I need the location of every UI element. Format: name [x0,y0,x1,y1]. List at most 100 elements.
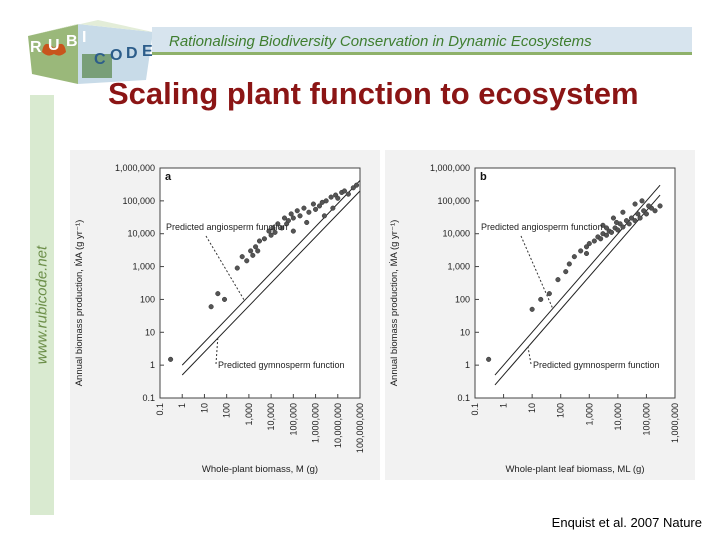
chart-b-data-point [613,219,620,226]
logo-cube-top-face [28,20,153,36]
chart-a-annotation-gymnosperm-pointer [215,338,219,365]
chart-b-x-tick-label: 10 [527,403,537,413]
chart-a-data-point [279,225,285,231]
chart-b-data-point [600,222,606,228]
chart-b-x-tick-label: 1,000 [584,403,594,426]
chart-a-data-point [270,225,276,231]
chart-a-data-point [288,211,294,217]
chart-b-x-tick-label: 100,000 [641,403,651,436]
chart-a-data-point [304,219,310,226]
chart-b-data-point [603,232,610,238]
chart-a-data-point [290,215,296,221]
chart-a-data-point [268,232,274,238]
chart-b-y-tick-label: 10 [460,327,470,337]
chart-b-data-point [610,215,616,221]
sidebar-band [30,95,54,515]
chart-a-data-point [275,221,281,227]
chart-a-x-tick-label: 1,000,000 [311,403,321,443]
logo-letter-i: I [82,29,86,46]
chart-b-data-point [626,221,632,227]
chart-a-data-point [294,208,300,214]
chart-a-data-point [290,228,296,234]
chart-b-y-axis-label: Annual biomass production, ṀA (g yr⁻¹) [389,220,400,387]
chart-b-data-point [657,203,663,209]
chart-a-data-point [248,248,254,254]
chart-a-y-tick-label: 1,000,000 [115,163,155,173]
chart-a-x-tick-label: 10,000 [266,403,276,431]
chart-a-x-tick-label: 10,000,000 [333,403,343,448]
chart-b-data-point [637,215,643,221]
citation: Enquist et al. 2007 Nature [551,515,702,530]
chart-b-data-point [586,241,592,247]
chart-b-x-tick-label: 0.1 [470,403,480,416]
chart-a-annotation-angiosperm-pointer [205,235,245,301]
chart-b-x-tick-label: 1,000,000 [670,403,680,443]
chart-a-data-point [215,291,221,297]
chart-b-data-point [608,229,615,235]
chart-b-data-point [486,356,492,362]
chart-b-y-tick-label: 100,000 [437,196,470,206]
chart-a-data-point [316,203,323,209]
chart-b-gymnosperm-prediction-line [494,194,661,386]
chart-b-data-point [566,261,572,267]
chart-a-panel-label: a [165,171,172,183]
chart-b-data-point [591,238,597,244]
logo-letter-r: R [30,39,42,56]
chart-b-data-point [641,208,647,214]
chart-b-y-tick-label: 1,000,000 [430,163,470,173]
chart-a-plot-area [159,167,361,399]
chart-a-data-point [328,194,334,200]
logo-letter-o: O [110,47,122,64]
chart-a-x-tick-label: 1 [177,403,187,408]
chart-b-x-axis-label: Whole-plant leaf biomass, ML (g) [505,464,644,475]
chart-b-y-tick-label: 1,000 [447,262,470,272]
logo-letter-e: E [142,43,153,60]
logo-letters: R U B IC O D E [30,29,153,68]
logo-letter-b: B [66,33,78,50]
chart-a-data-point [255,248,261,254]
chart-b-panel-label: b [480,171,487,183]
chart-b-data-point [620,224,626,230]
chart-a-annotation-angiosperm: Predicted angiosperm function [166,222,288,232]
chart-a-data-point [239,254,245,260]
forest-image-icon [82,54,112,78]
chart-b-data-point [628,215,635,221]
sidebar-url[interactable]: www.rubicode.net [33,245,51,365]
chart-a-x-tick-label: 10 [199,403,209,413]
chart-a-data-point [335,195,341,201]
chart-a-data-point [208,304,214,310]
chart-a-data-point [256,238,263,244]
chart-b-data-point [615,227,621,233]
sidebar-url-container: www.rubicode.net [30,95,54,515]
chart-b-y-tick-label: 10,000 [442,229,470,239]
chart-a-data-point [244,258,250,264]
chart-a-gymnosperm-prediction-line [181,190,361,376]
header-band: Rationalising Biodiversity Conservation … [152,27,692,55]
chart-a-data-point [250,252,256,258]
chart-a-data-point [313,206,319,212]
chart-b-y-tick-label: 100 [455,294,470,304]
chart-a: 0.1 1 10 100 1,000 10,000 100,000 1,000,000 0.1 1… [74,163,365,475]
chart-b-data-point [620,209,626,215]
chart-b-data-point [529,306,535,312]
chart-b-annotation-angiosperm-pointer [520,235,554,309]
chart-b-x-tick-label: 1 [499,403,509,408]
chart-a-data-point [281,215,288,221]
chart-a-data-point [321,213,327,219]
chart-a-data-point [310,201,316,207]
chart-b-data-point [555,277,561,283]
chart-b-data-point [603,225,610,231]
chart-b-data-point [632,201,638,207]
chart-a-data-point [266,228,272,234]
chart-a-y-tick-label: 1 [150,360,155,370]
chart-a-x-tick-label: 100,000 [288,403,298,436]
chart-b-data-point [598,236,604,242]
chart-a-y-axis-label: Annual biomass production, ṀA (g yr⁻¹) [74,220,85,387]
chart-b-x-tick-label: 10,000 [613,403,623,431]
chart-a-x-tick-label: 100,000,000 [355,403,365,453]
chart-a-data-point [301,205,307,211]
slide-title: Scaling plant function to ecosystem [108,76,639,111]
chart-a-y-tick-label: 0.1 [142,393,155,403]
chart-a-data-point [168,356,174,362]
